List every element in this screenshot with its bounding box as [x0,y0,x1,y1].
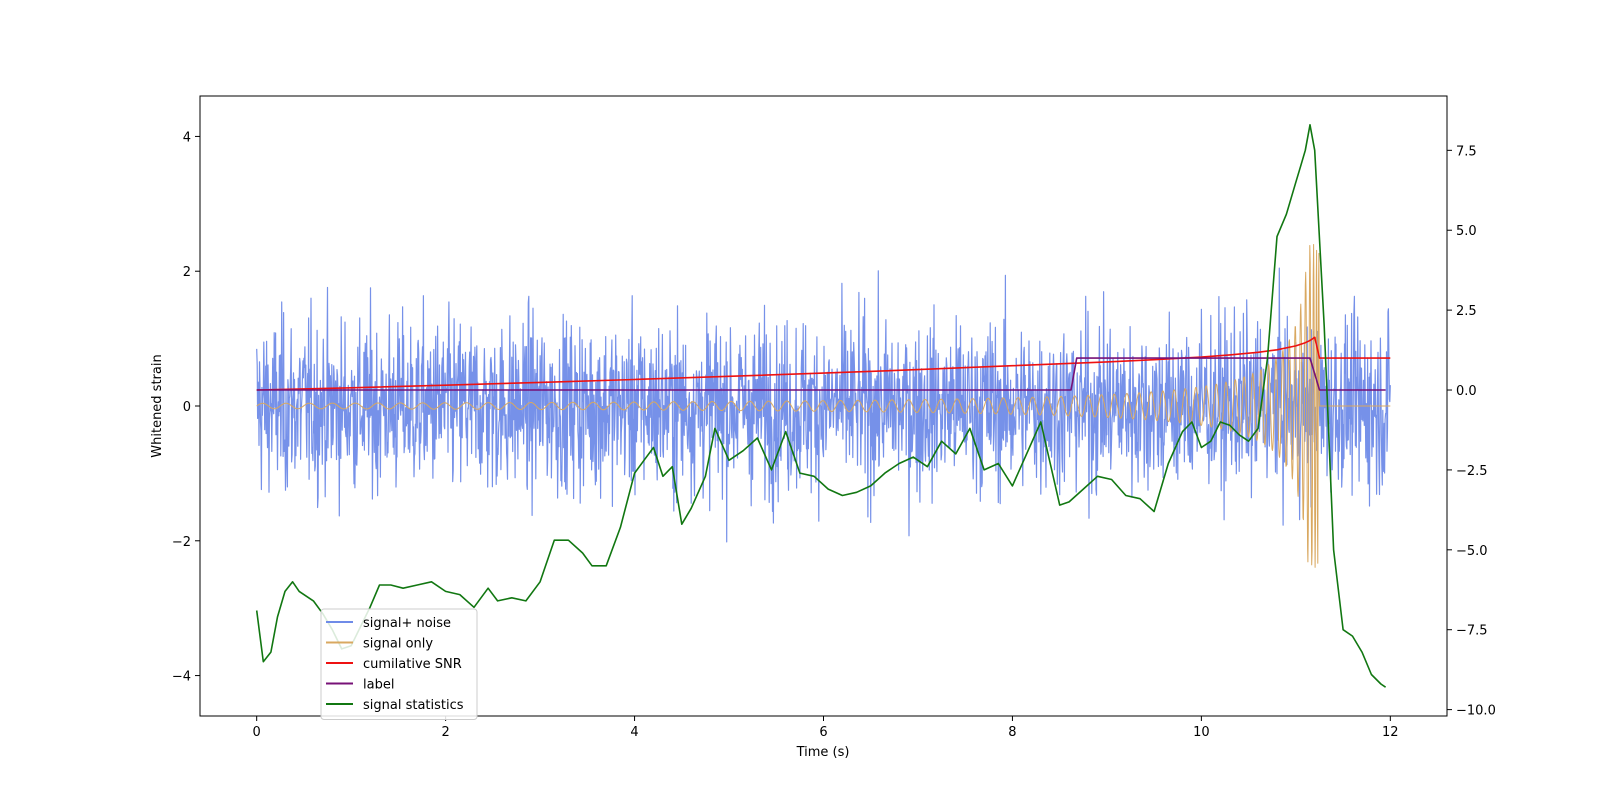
y-axis-label-left: Whitened strain [150,354,165,457]
x-axis-label: Time (s) [796,745,850,760]
y-right-tick-label: −2.5 [1456,464,1488,479]
y-left-tick-label: 2 [183,265,191,280]
x-tick-label: 12 [1382,725,1399,740]
y-right-tick-label: −5.0 [1456,544,1488,559]
y-right-tick-label: 0.0 [1456,384,1477,399]
x-tick-label: 0 [253,725,261,740]
y-right-tick-label: −7.5 [1456,624,1488,639]
y-left-tick-label: −4 [172,670,191,685]
y-left-tick-label: 0 [183,400,191,415]
legend-label-signal-statistics: signal statistics [363,698,464,713]
x-tick-label: 6 [819,725,827,740]
y-right-tick-label: 7.5 [1456,144,1477,159]
legend-label-signal-noise: signal+ noise [363,616,451,631]
series-line-signal-statistics [255,124,1387,688]
series-line-signal-noise [256,267,1391,543]
x-tick-label: 4 [630,725,638,740]
legend-label-signal-only: signal only [363,637,433,652]
x-tick-label: 10 [1193,725,1210,740]
legend[interactable]: signal+ noise signal only cumilative SNR la… [320,608,478,720]
y-left-tick-label: 4 [183,130,191,145]
y-left-tick-label: −2 [172,535,191,550]
y-axis-left: −4 −2 0 2 4 [172,130,200,685]
legend-label-label: label [363,678,394,693]
legend-box [320,608,478,720]
legend-label-cumilative-snr: cumilative SNR [363,657,462,672]
series-line-signal-only [256,244,1391,568]
series-line-label [256,357,1386,391]
series-line-cumilative-snr [256,336,1391,391]
series-layer [255,124,1391,688]
y-right-tick-label: 5.0 [1456,224,1477,239]
y-axis-right: −10.0 −7.5 −5.0 −2.5 0.0 2.5 5.0 7.5 [1447,144,1496,719]
x-tick-label: 8 [1008,725,1016,740]
x-tick-label: 2 [441,725,449,740]
y-right-tick-label: 2.5 [1456,304,1477,319]
y-right-tick-label: −10.0 [1456,704,1496,719]
